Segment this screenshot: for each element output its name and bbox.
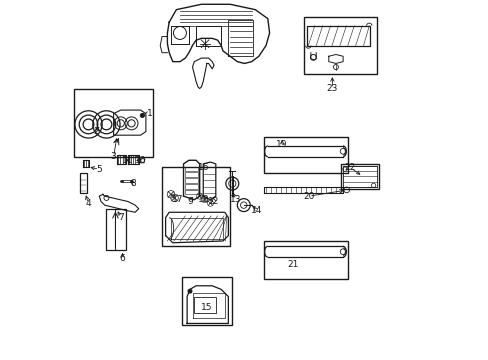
Text: 12: 12 bbox=[208, 197, 219, 206]
Text: 15: 15 bbox=[201, 303, 212, 312]
Text: 6: 6 bbox=[120, 255, 125, 264]
Circle shape bbox=[140, 113, 144, 118]
Text: 3: 3 bbox=[110, 152, 116, 161]
Text: 9: 9 bbox=[187, 197, 193, 206]
Bar bbox=[264, 241, 348, 279]
Bar bbox=[74, 89, 153, 157]
Text: 10: 10 bbox=[135, 156, 146, 165]
Text: 2: 2 bbox=[93, 127, 98, 136]
Text: 8: 8 bbox=[130, 179, 136, 188]
Text: 18: 18 bbox=[197, 195, 208, 204]
Text: 22: 22 bbox=[344, 163, 355, 172]
Text: 7: 7 bbox=[118, 213, 123, 222]
Text: 4: 4 bbox=[85, 199, 91, 208]
Bar bbox=[264, 137, 348, 173]
Bar bbox=[184, 172, 198, 177]
Bar bbox=[106, 209, 126, 250]
Text: 19: 19 bbox=[276, 140, 287, 149]
Bar bbox=[184, 190, 198, 194]
Text: 21: 21 bbox=[286, 260, 298, 269]
Bar bbox=[184, 178, 198, 183]
Bar bbox=[80, 173, 86, 193]
Text: 11: 11 bbox=[122, 156, 133, 165]
Text: 13: 13 bbox=[229, 195, 241, 204]
Bar bbox=[303, 17, 376, 74]
Text: 17: 17 bbox=[172, 195, 183, 204]
Circle shape bbox=[188, 289, 191, 293]
Text: 20: 20 bbox=[303, 192, 314, 201]
Text: 14: 14 bbox=[251, 206, 262, 215]
Text: 5: 5 bbox=[96, 165, 102, 174]
Bar bbox=[182, 277, 231, 325]
Bar bbox=[184, 184, 198, 189]
Text: 1: 1 bbox=[146, 109, 152, 118]
Bar bbox=[306, 26, 369, 45]
Bar bbox=[162, 167, 230, 246]
Bar bbox=[341, 164, 378, 189]
Bar bbox=[194, 297, 215, 313]
Text: 23: 23 bbox=[326, 84, 337, 93]
Bar bbox=[184, 167, 198, 171]
Text: 16: 16 bbox=[197, 163, 208, 172]
